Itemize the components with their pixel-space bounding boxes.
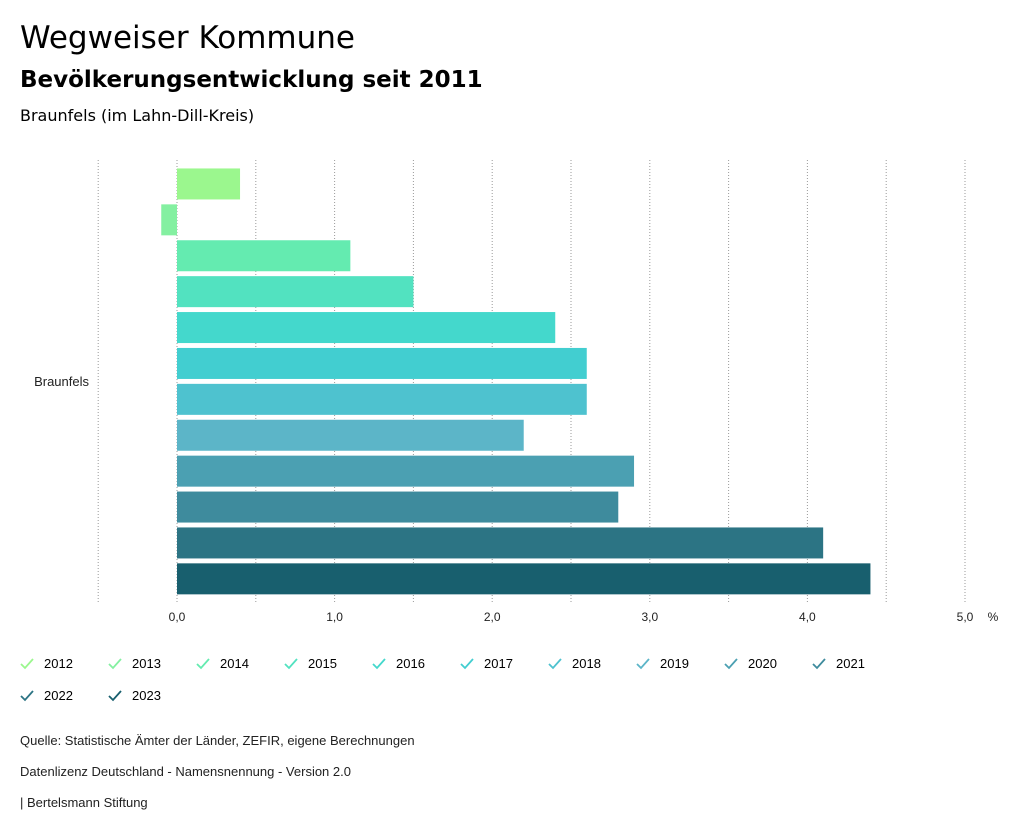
bar-2021: [177, 491, 619, 523]
checkmark-icon: [108, 689, 122, 701]
checkmark-icon: [548, 657, 562, 669]
x-tick-label: 5,0: [957, 610, 974, 624]
legend-label: 2018: [572, 656, 601, 671]
checkmark-icon: [196, 657, 210, 669]
x-axis-unit: %: [988, 610, 999, 624]
checkmark-icon: [724, 657, 738, 669]
checkmark-icon: [20, 689, 34, 701]
license-note: Datenlizenz Deutschland - Namensnennung …: [20, 764, 351, 779]
legend-item-2015[interactable]: 2015: [284, 656, 337, 671]
bar-2015: [177, 276, 414, 308]
legend-label: 2013: [132, 656, 161, 671]
x-tick-label: 0,0: [169, 610, 186, 624]
checkmark-icon: [372, 657, 386, 669]
legend-item-2012[interactable]: 2012: [20, 656, 73, 671]
checkmark-icon: [636, 657, 650, 669]
chart-title: Wegweiser Kommune: [20, 20, 355, 56]
legend-label: 2019: [660, 656, 689, 671]
bar-2022: [177, 527, 824, 559]
legend-item-2019[interactable]: 2019: [636, 656, 689, 671]
legend-item-2020[interactable]: 2020: [724, 656, 777, 671]
bar-2012: [177, 168, 241, 200]
bar-2023: [177, 563, 871, 595]
bar-2018: [177, 383, 587, 415]
bar-2016: [177, 312, 556, 344]
x-tick-label: 3,0: [641, 610, 658, 624]
legend-item-2022[interactable]: 2022: [20, 688, 73, 703]
x-tick-label: 2,0: [484, 610, 501, 624]
source-note: Quelle: Statistische Ämter der Länder, Z…: [20, 733, 415, 748]
legend-label: 2021: [836, 656, 865, 671]
region-label: Braunfels (im Lahn-Dill-Kreis): [20, 106, 255, 125]
bar-2020: [177, 455, 635, 487]
legend-label: 2016: [396, 656, 425, 671]
checkmark-icon: [460, 657, 474, 669]
legend-label: 2015: [308, 656, 337, 671]
legend-item-2017[interactable]: 2017: [460, 656, 513, 671]
x-tick-label: 1,0: [326, 610, 343, 624]
legend-item-2018[interactable]: 2018: [548, 656, 601, 671]
legend-item-2023[interactable]: 2023: [108, 688, 161, 703]
legend-label: 2014: [220, 656, 249, 671]
legend-label: 2012: [44, 656, 73, 671]
bar-2017: [177, 347, 587, 379]
checkmark-icon: [284, 657, 298, 669]
legend-item-2021[interactable]: 2021: [812, 656, 865, 671]
legend-item-2013[interactable]: 2013: [108, 656, 161, 671]
legend-label: 2022: [44, 688, 73, 703]
legend-label: 2023: [132, 688, 161, 703]
checkmark-icon: [20, 657, 34, 669]
bar-2019: [177, 419, 524, 451]
chart-subtitle: Bevölkerungsentwicklung seit 2011: [20, 67, 483, 93]
legend-label: 2020: [748, 656, 777, 671]
bar-chart: Braunfels 0,0 1,0 2,0 3,0 4,0 5,0%: [34, 160, 999, 624]
category-label: Braunfels: [34, 374, 89, 389]
checkmark-icon: [812, 657, 826, 669]
legend-item-2014[interactable]: 2014: [196, 656, 249, 671]
bar-2014: [177, 240, 351, 272]
bar-2013: [161, 204, 177, 236]
legend-item-2016[interactable]: 2016: [372, 656, 425, 671]
x-tick-label: 4,0: [799, 610, 816, 624]
publisher-note: | Bertelsmann Stiftung: [20, 795, 148, 810]
checkmark-icon: [108, 657, 122, 669]
legend-label: 2017: [484, 656, 513, 671]
